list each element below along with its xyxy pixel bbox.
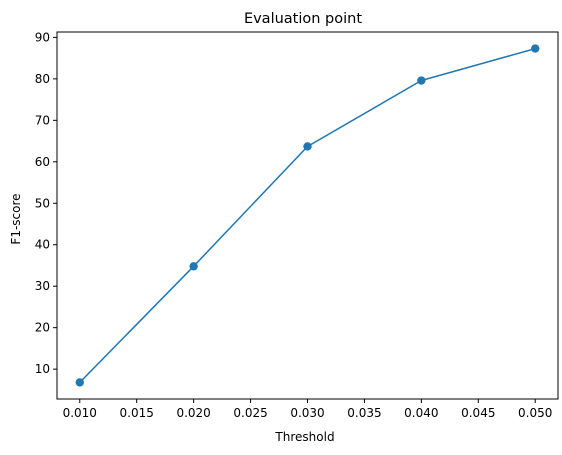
x-tick-label: 0.035 [347,406,381,420]
y-axis-label: F1-score [9,193,23,244]
x-axis-label: Threshold [274,430,334,444]
x-tick-label: 0.050 [518,406,552,420]
y-tick-label: 80 [35,72,50,86]
chart-title: Evaluation point [244,11,362,27]
x-tick-label: 0.030 [290,406,324,420]
data-point [189,262,198,271]
plot-area: 0.010 0.015 0.020 0.025 0.030 0.035 0.040 0.045… [35,30,559,420]
y-tick-label: 30 [35,279,50,293]
x-tick-label: 0.015 [120,406,154,420]
y-tick-label: 90 [35,30,50,44]
x-tick-label: 0.010 [63,406,97,420]
series-line [79,47,536,383]
plot-frame [56,31,559,400]
y-tick-label: 20 [35,321,50,335]
x-tick-label: 0.020 [176,406,210,420]
y-tick-label: 40 [35,238,50,252]
data-point [303,142,312,151]
y-tick-label: 10 [35,362,50,376]
data-point [417,76,426,85]
x-tick-label: 0.025 [233,406,267,420]
y-tick-label: 70 [35,113,50,127]
data-point [75,378,84,387]
y-tick-label: 50 [35,196,50,210]
x-tick-label: 0.045 [461,406,495,420]
data-point [531,44,540,53]
y-tick-label: 60 [35,155,50,169]
x-tick-label: 0.040 [404,406,438,420]
